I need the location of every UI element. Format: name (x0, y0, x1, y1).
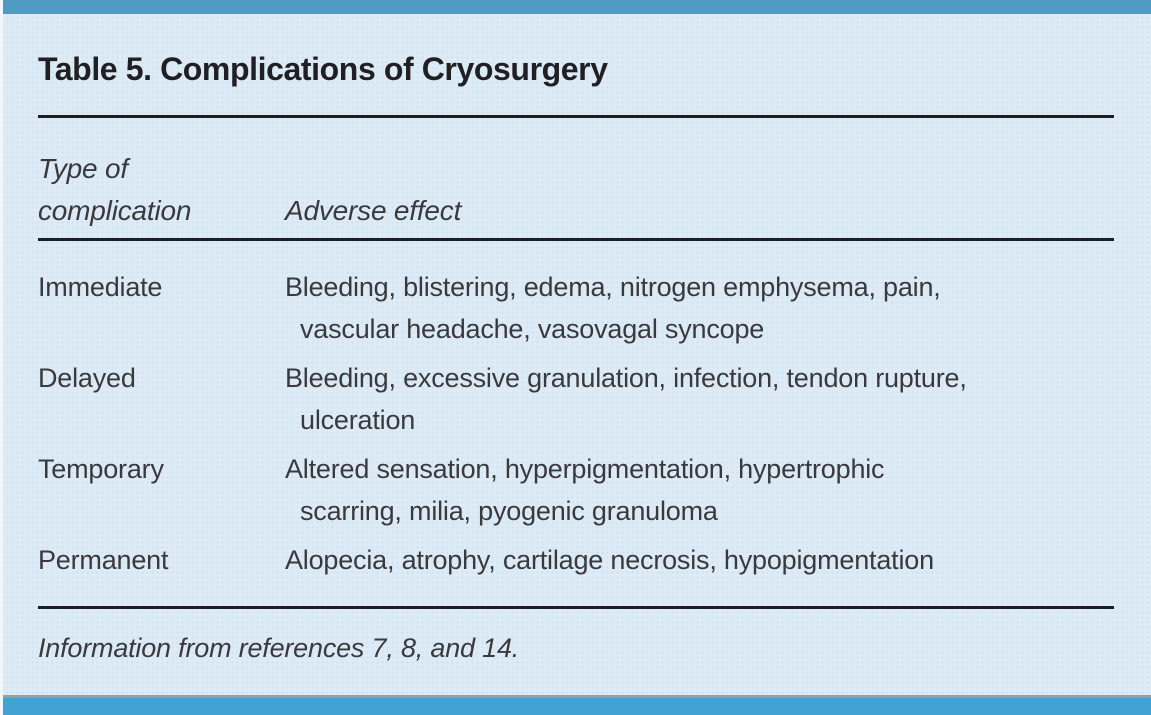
header-adverse-effect: Adverse effect (285, 195, 462, 226)
top-accent-bar (0, 0, 1151, 14)
header-type-of-complication: Type of complication (38, 148, 285, 232)
row-type-cell: Permanent (38, 545, 169, 575)
row-effects-cell: Altered sensation, hyperpigmentation, hy… (285, 448, 1114, 532)
rule-above-footnote (38, 606, 1114, 609)
row-effects-cell: Bleeding, excessive granulation, infecti… (285, 357, 1114, 441)
effect-line: Alopecia, atrophy, cartilage necrosis, h… (285, 545, 934, 575)
table-header-row: Type of complication Adverse effect (38, 148, 1114, 232)
table-row-permanent: Permanent Alopecia, atrophy, cartilage n… (38, 539, 1114, 581)
table-body: Immediate Bleeding, blistering, edema, n… (38, 266, 1114, 588)
table-row-delayed: Delayed Bleeding, excessive granulation,… (38, 357, 1114, 441)
effect-line-continuation: ulceration (300, 405, 416, 435)
row-type-cell: Temporary (38, 454, 164, 484)
row-effects-cell: Bleeding, blistering, edema, nitrogen em… (285, 266, 1114, 350)
header-type-line2: complication (38, 195, 192, 226)
row-effects-cell: Alopecia, atrophy, cartilage necrosis, h… (285, 539, 1114, 581)
table-footnote: Information from references 7, 8, and 14… (38, 633, 520, 663)
row-type-cell: Immediate (38, 272, 163, 302)
effect-line: Bleeding, excessive granulation, infecti… (285, 363, 967, 393)
bottom-bar-shadow (0, 695, 1151, 698)
effect-line: Altered sensation, hyperpigmentation, hy… (285, 454, 885, 484)
rule-under-header (38, 238, 1114, 241)
rule-under-title (38, 115, 1114, 118)
header-type-line1: Type of (38, 153, 128, 184)
effect-line-continuation: vascular headache, vasovagal syncope (300, 314, 765, 344)
effect-line-continuation: scarring, milia, pyogenic granuloma (300, 496, 718, 526)
page-left-edge (0, 0, 3, 715)
table-title: Table 5. Complications of Cryosurgery (38, 51, 608, 87)
row-type-cell: Delayed (38, 363, 136, 393)
bottom-accent-bar (0, 698, 1151, 715)
table-row-immediate: Immediate Bleeding, blistering, edema, n… (38, 266, 1114, 350)
effect-line: Bleeding, blistering, edema, nitrogen em… (285, 272, 941, 302)
table-row-temporary: Temporary Altered sensation, hyperpigmen… (38, 448, 1114, 532)
